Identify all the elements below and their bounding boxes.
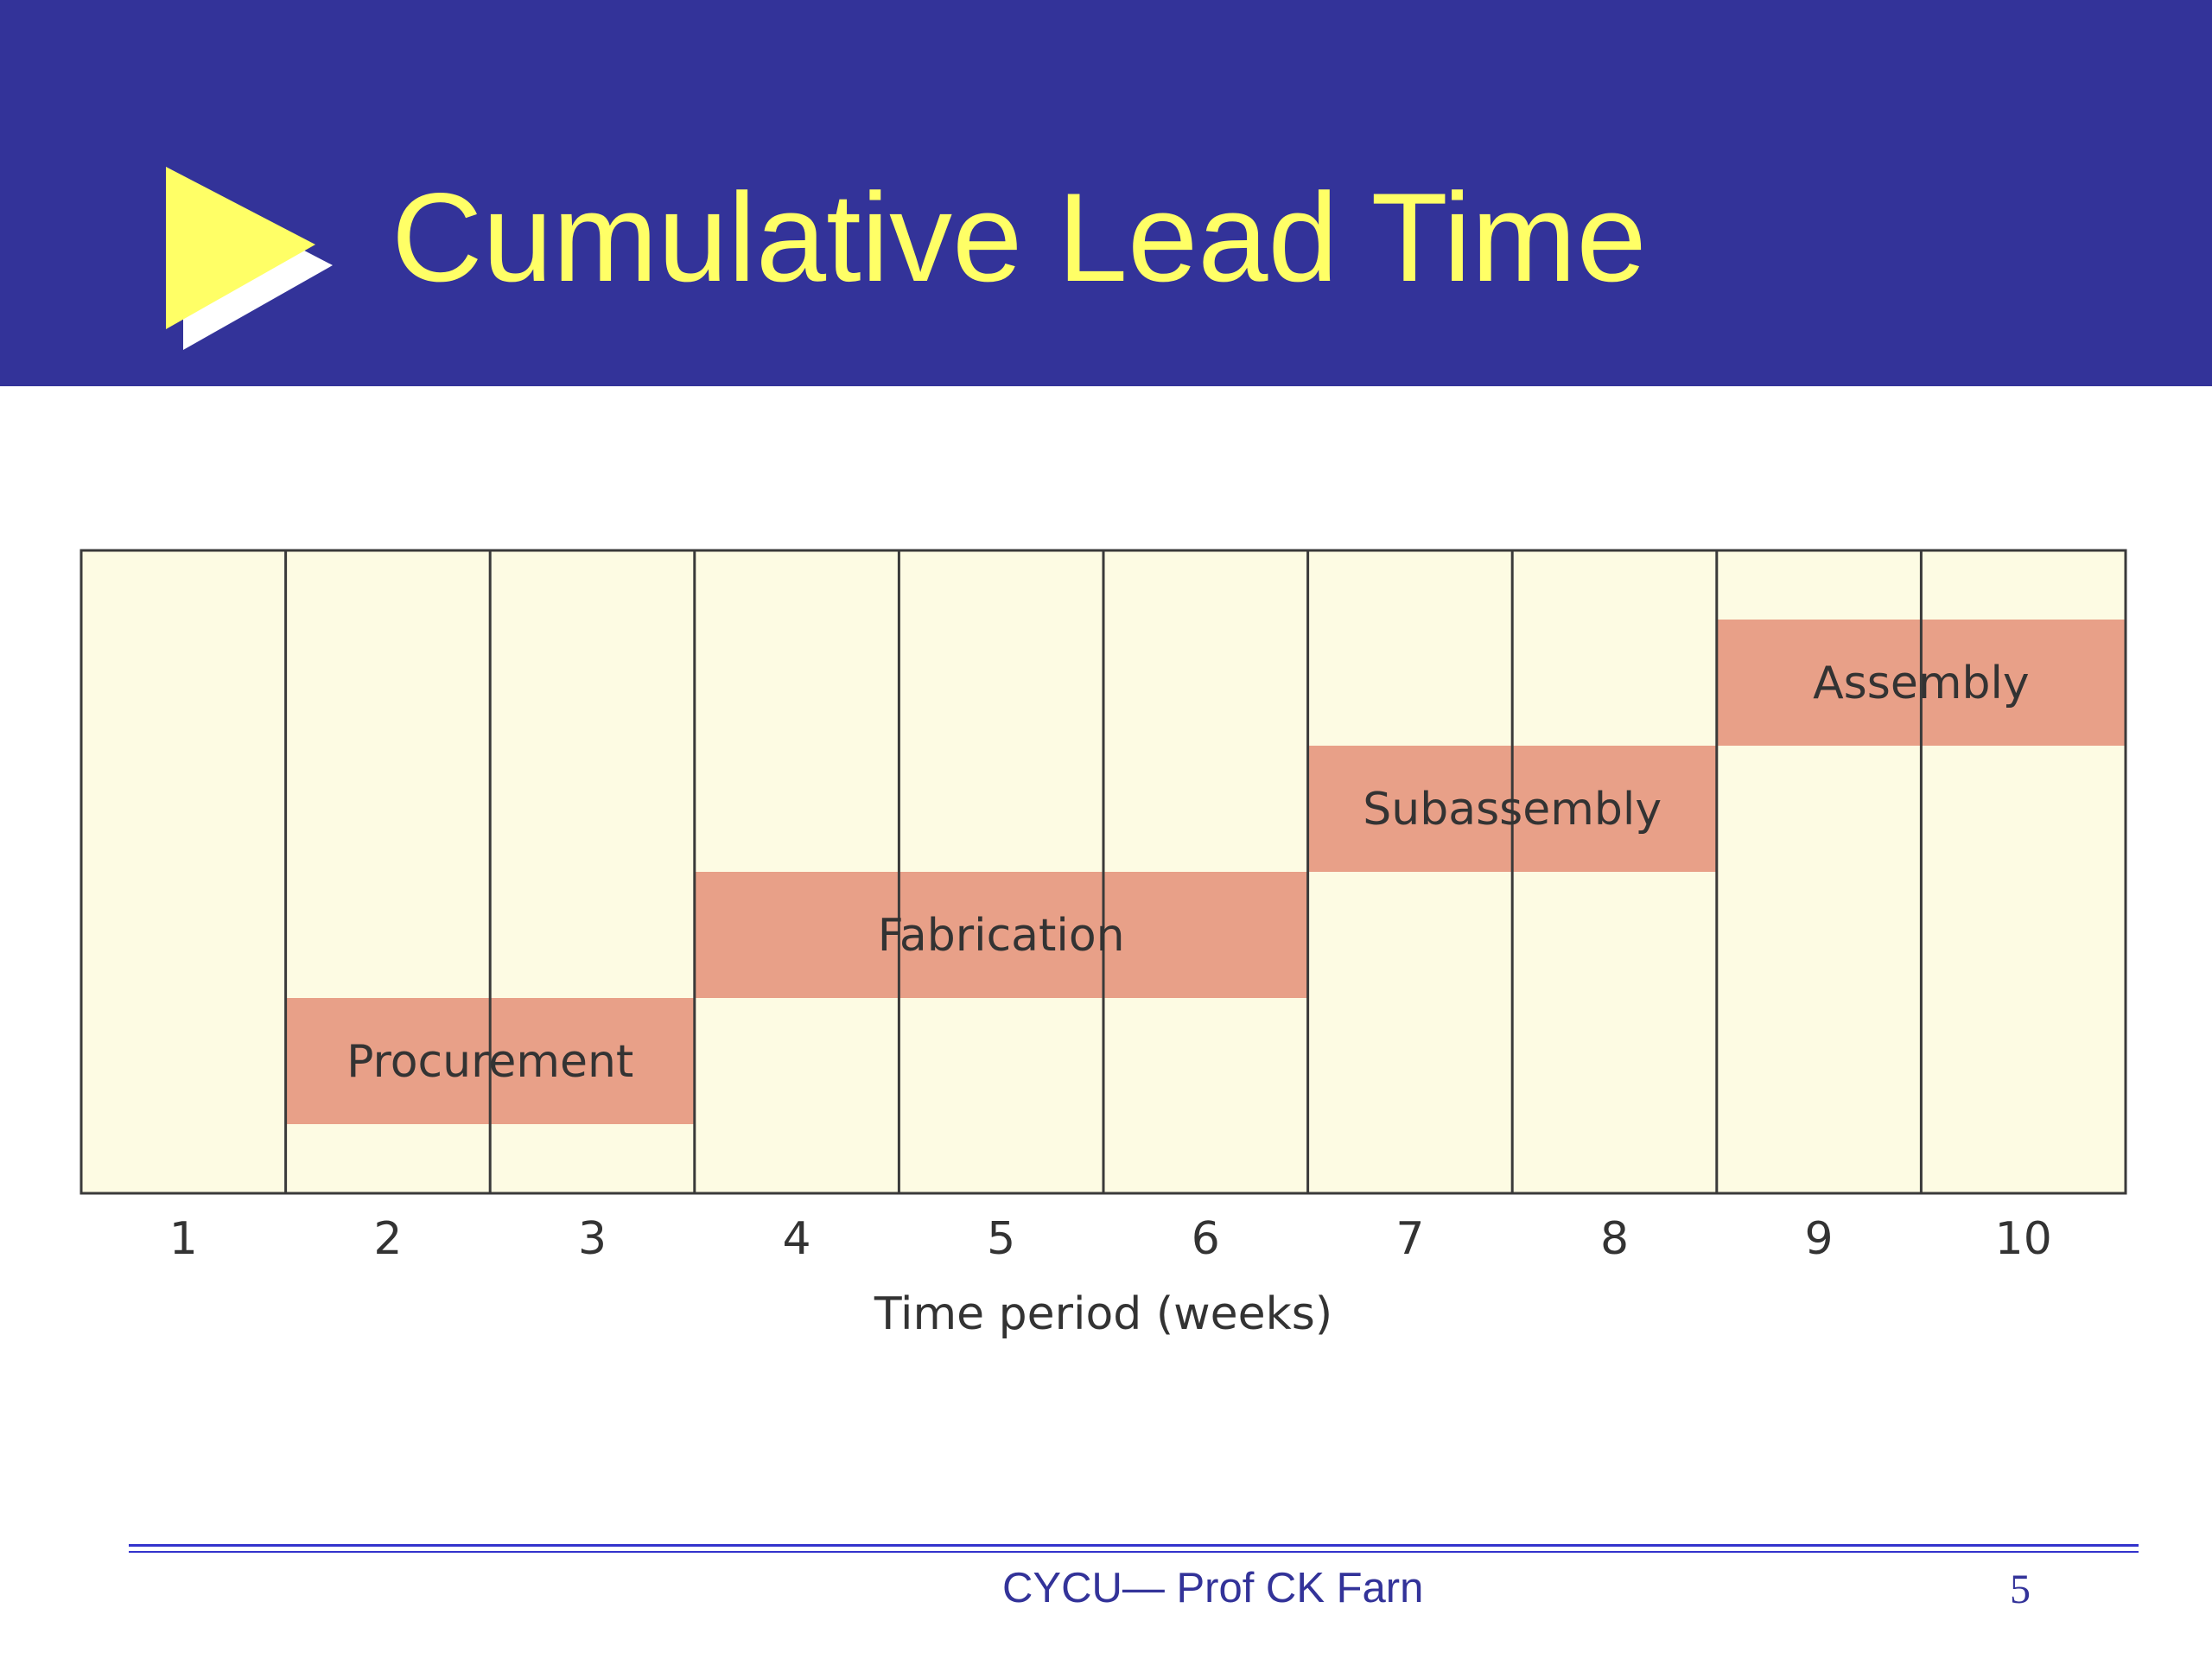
task-label-procurement: Procurement [346,1036,633,1088]
x-tick-label: 8 [1600,1213,1629,1265]
page-number: 5 [2010,1567,2031,1612]
x-tick-label: 9 [1805,1213,1834,1265]
task-label-fabrication: Fabrication [878,910,1125,962]
task-label-subassembly: Subassembly [1363,784,1662,836]
x-axis-label: Time period (weeks) [874,1288,1332,1340]
lead-time-chart: Procurement Fabrication Subassembly Assembl… [0,518,2212,1382]
footer-rule-top [129,1544,2139,1547]
plot-frame [79,549,2127,1195]
x-tick-label: 5 [987,1213,1015,1265]
x-tick-label: 6 [1192,1213,1220,1265]
footer-rule-bottom [129,1551,2139,1553]
task-bar-fabrication [694,872,1308,998]
x-tick-label: 1 [169,1213,198,1265]
x-tick-label: 3 [578,1213,607,1265]
footer-author: CYCU— Prof CK Farn [1002,1565,1424,1611]
x-tick-label: 2 [373,1213,402,1265]
triangle-fill [166,167,315,329]
x-tick-label: 7 [1395,1213,1424,1265]
week-grid-lines [284,550,1923,1193]
x-tick-labels: 1 2 3 4 5 6 7 8 9 10 [169,1213,2052,1265]
slide-title: Cumulative Lead Time [391,167,1647,308]
x-tick-label: 4 [783,1213,811,1265]
gantt-chart-svg: Procurement Fabrication Subassembly Assembl… [79,549,2127,1340]
task-labels: Procurement Fabrication Subassembly Assembl… [346,658,2030,1088]
x-tick-label: 10 [1995,1213,2052,1265]
slide-header: Cumulative Lead Time [0,0,2212,386]
task-label-assembly: Assembly [1813,658,2030,709]
play-triangle-icon [166,167,333,350]
